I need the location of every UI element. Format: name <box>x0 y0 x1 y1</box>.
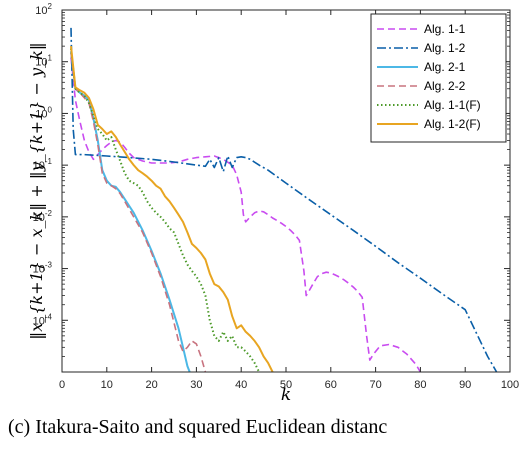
y-tick-label: 10-4 <box>33 312 53 327</box>
x-tick-label: 50 <box>280 379 292 391</box>
legend-label: Alg. 2-2 <box>424 79 466 93</box>
y-axis-label: ‖x_{k+1} − x_k‖ + ‖y_{k+1} − y_k‖ <box>27 42 46 340</box>
legend-label: Alg. 1-1(F) <box>424 98 481 112</box>
x-tick-label: 80 <box>414 379 426 391</box>
x-tick-label: 60 <box>325 379 337 391</box>
x-tick-label: 10 <box>101 379 113 391</box>
legend: Alg. 1-1 Alg. 1-2 Alg. 2-1 Alg. 2-2 Alg. 1-1… <box>370 13 507 143</box>
x-tick-label: 100 <box>501 379 519 391</box>
series-line <box>70 27 498 372</box>
y-tick-label: 100 <box>35 105 52 120</box>
legend-label: Alg. 1-1 <box>424 22 466 36</box>
series-line <box>70 51 191 372</box>
legend-label: Alg. 2-1 <box>424 60 466 74</box>
x-axis-label: k <box>281 385 291 405</box>
y-tick-label: 10-2 <box>33 209 53 224</box>
x-tick-label: 40 <box>235 379 247 391</box>
x-axis-ticks: 0 10 20 30 40 50 60 70 80 90 100 <box>59 10 519 391</box>
y-tick-label: 10-3 <box>33 261 53 276</box>
series-layer <box>70 27 498 372</box>
series-line <box>70 52 207 372</box>
y-tick-label: 102 <box>35 2 52 17</box>
legend-label: Alg. 1-2(F) <box>424 117 481 131</box>
figure-caption: (c) Itakura-Saito and squared Euclidean … <box>8 416 388 438</box>
legend-box <box>370 13 507 143</box>
x-tick-label: 0 <box>59 379 65 391</box>
y-axis-ticks: 10-4 10-3 10-2 10-1 100 101 102 <box>33 2 510 357</box>
x-tick-label: 20 <box>145 379 157 391</box>
x-tick-label: 70 <box>369 379 381 391</box>
x-tick-label: 90 <box>459 379 471 391</box>
series-line <box>70 45 274 372</box>
y-tick-label: 10-1 <box>33 157 53 172</box>
legend-label: Alg. 1-2 <box>424 41 466 55</box>
x-tick-label: 30 <box>190 379 202 391</box>
y-tick-label: 101 <box>35 54 52 69</box>
series-line <box>70 57 422 372</box>
series-line <box>70 48 260 372</box>
